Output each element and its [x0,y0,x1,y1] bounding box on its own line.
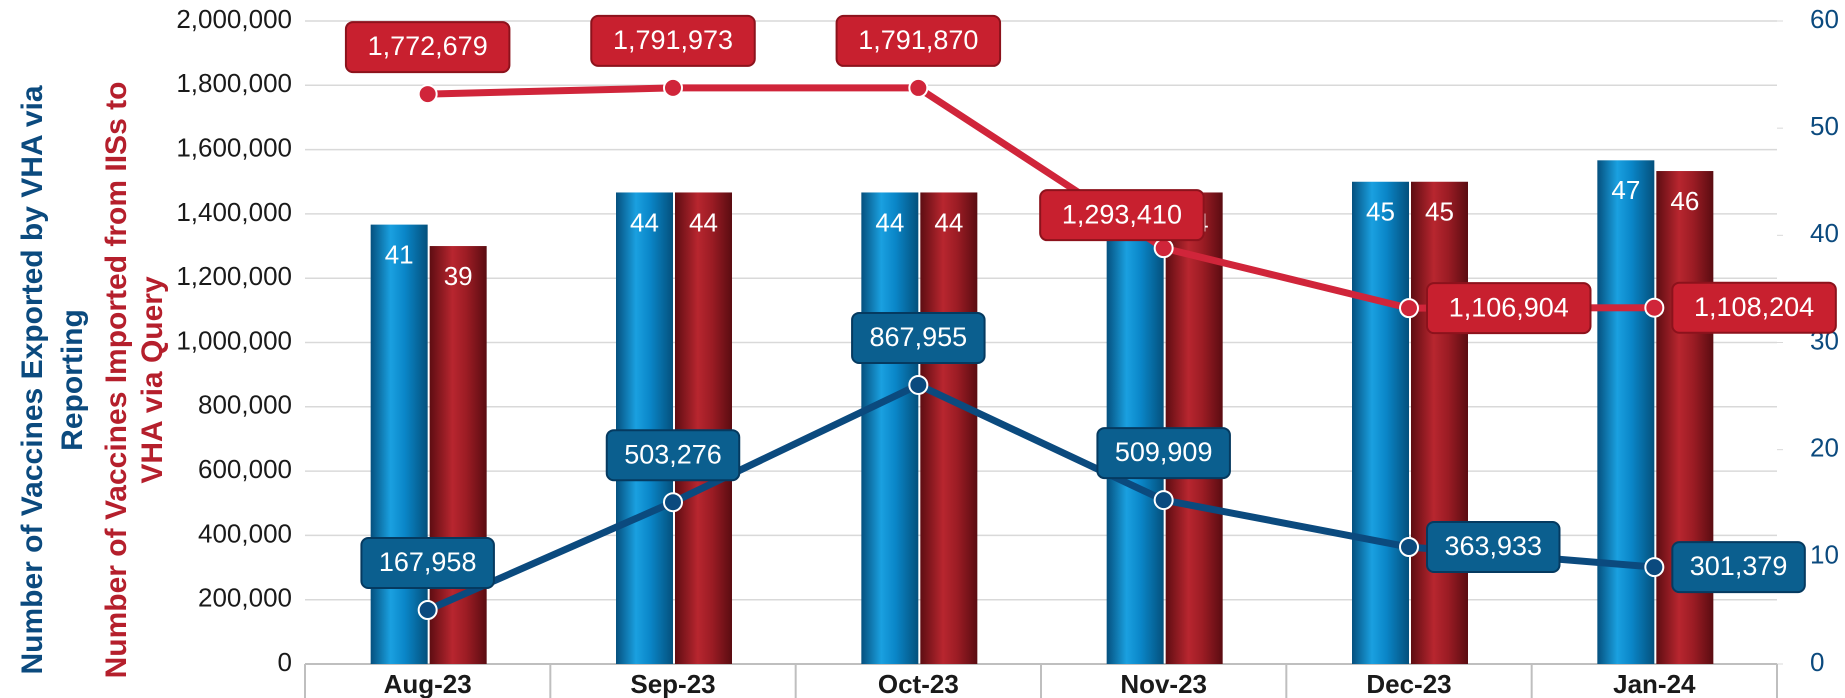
data-label-box [605,429,741,482]
data-label: 363,933 [1426,520,1561,573]
y2-tick-label: 0 [1810,647,1824,677]
bar [616,192,673,664]
data-label: 1,772,679 [344,21,511,74]
y-tick-label: 0 [278,647,292,677]
line-point [417,84,438,105]
y-tick-label: 1,400,000 [176,197,292,227]
line-point [1644,297,1665,318]
bar-value-label: 47 [1611,175,1640,205]
line-point [663,77,683,98]
y-tick-label: 1,800,000 [176,68,292,98]
y-axis-title: Number of Vaccines Imported from IISs to [100,82,133,679]
bar [861,192,919,664]
bar-value-label: 44 [875,207,904,237]
bar [675,192,732,664]
data-label: 1,108,204 [1671,281,1837,334]
data-label-box [1096,427,1231,480]
data-label-box [1039,189,1205,242]
data-label-box [590,14,756,67]
x-tick-label: Dec-23 [1366,669,1451,698]
y-tick-label: 1,600,000 [176,132,292,162]
data-label: 1,791,973 [590,14,756,67]
x-tick-label: Jan-24 [1613,669,1696,698]
line-point [663,492,683,513]
x-tick-label: Aug-23 [384,669,472,698]
data-label: 167,958 [360,537,495,590]
y-tick-label: 1,000,000 [176,325,292,355]
y-tick-label: 600,000 [198,454,292,484]
data-label-text: 301,379 [1690,551,1788,581]
data-label-box [360,537,495,590]
line-point [1399,298,1419,319]
data-label-text: 503,276 [624,439,722,469]
bar [1411,181,1468,664]
bar-value-label: 44 [689,207,718,237]
line-point [1399,536,1419,557]
bar-value-label: 45 [1425,197,1454,227]
data-label-text: 867,955 [870,322,968,352]
line-point [1153,490,1174,511]
y-tick-label: 800,000 [198,390,292,420]
data-label-box [1426,282,1592,335]
bar [1352,181,1409,664]
bar-value-label: 44 [630,207,659,237]
x-tick-label: Nov-23 [1120,669,1207,698]
y-tick-label: 2,000,000 [176,4,292,34]
y-axis-title: Number of Vaccines Exported by VHA via [16,85,49,674]
data-label-text: 1,106,904 [1449,292,1569,322]
y2-tick-label: 50 [1810,111,1839,141]
bar-value-label: 45 [1366,197,1395,227]
data-label: 509,909 [1096,427,1231,480]
y2-tick-label: 10 [1810,540,1839,570]
data-label: 1,293,410 [1039,189,1205,242]
bar [370,224,428,664]
data-label-text: 1,791,973 [613,25,733,55]
data-label-text: 363,933 [1444,531,1542,561]
bar-value-label: 41 [385,239,414,269]
bar [1597,160,1655,665]
line-point [1153,238,1174,259]
y2-tick-label: 20 [1810,433,1839,463]
data-label-box [835,14,1002,67]
y2-tick-label: 60 [1810,4,1839,34]
data-label-box [1671,281,1837,334]
data-label-text: 1,108,204 [1694,292,1814,322]
y-tick-label: 1,200,000 [176,261,292,291]
data-label-text: 509,909 [1115,437,1213,467]
data-label-box [1671,541,1806,594]
bar [429,246,487,665]
y-tick-label: 200,000 [198,583,292,613]
data-label: 867,955 [851,311,986,364]
data-label: 1,106,904 [1426,282,1592,335]
x-tick-label: Sep-23 [630,669,715,698]
line-point [908,77,929,98]
data-label-box [851,311,986,364]
data-label: 1,791,870 [835,14,1002,67]
bar [920,192,978,664]
data-label: 503,276 [605,429,741,482]
data-label-box [1426,520,1561,573]
line [426,381,1655,614]
data-label-box [344,21,511,74]
bar-value-label: 46 [1670,186,1699,216]
data-label-text: 1,791,870 [858,25,978,55]
bar-value-label: 39 [444,261,473,291]
y-axis-title: Reporting [56,309,89,451]
y2-tick-label: 40 [1810,218,1839,248]
data-label-text: 1,293,410 [1062,199,1182,229]
data-label: 301,379 [1671,541,1806,594]
line-point [1644,557,1665,578]
y-tick-label: 400,000 [198,518,292,548]
line-point [417,600,438,621]
data-label-text: 1,772,679 [368,31,488,61]
bar-value-label: 44 [934,207,963,237]
line-point [908,374,929,395]
y-axis-title: VHA via Query [136,276,169,484]
data-label-text: 167,958 [379,547,477,577]
x-tick-label: Oct-23 [878,669,959,698]
